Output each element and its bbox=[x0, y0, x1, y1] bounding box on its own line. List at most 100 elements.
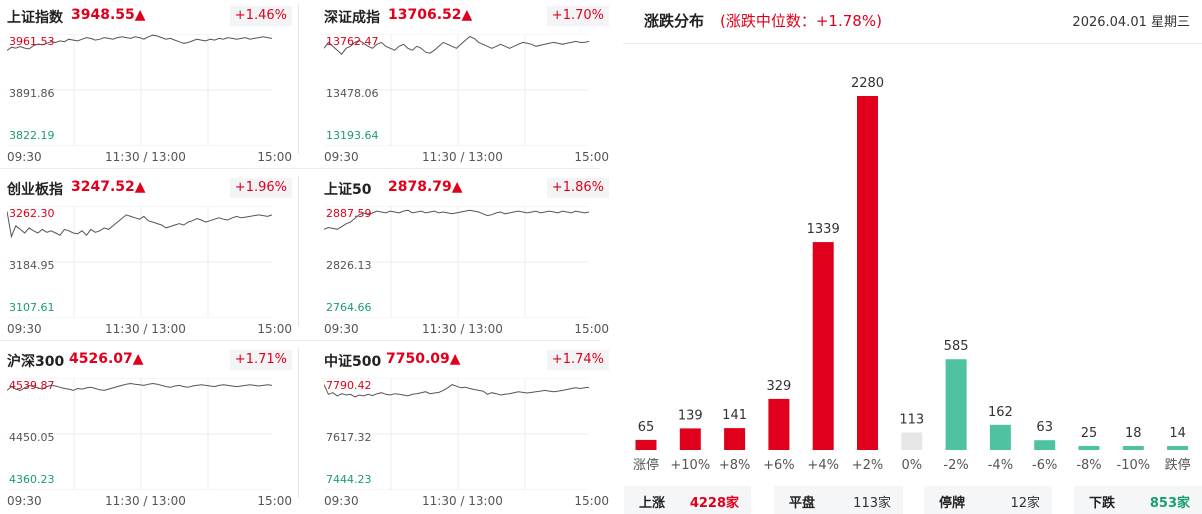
time-label-end: 15:00 bbox=[257, 150, 292, 164]
index-card-header: 深证成指 13706.52▲ +1.70% bbox=[324, 4, 609, 28]
y-axis-min-label: 3822.19 bbox=[9, 129, 55, 142]
intraday-chart: 2887.59 2826.13 2764.66 bbox=[324, 206, 609, 318]
index-change-badge: +1.70% bbox=[546, 6, 609, 26]
intraday-chart: 7790.42 7617.32 7444.23 bbox=[324, 378, 609, 490]
time-label-end: 15:00 bbox=[574, 322, 609, 336]
distribution-bar[interactable] bbox=[635, 439, 657, 450]
time-label-end: 15:00 bbox=[257, 322, 292, 336]
index-card-header: 创业板指 3247.52▲ +1.96% bbox=[7, 176, 292, 200]
time-label-start: 09:30 bbox=[7, 322, 42, 336]
bar-category-label: -2% bbox=[943, 458, 968, 473]
index-price: 3948.55▲ bbox=[71, 7, 146, 23]
distribution-bar[interactable] bbox=[1034, 440, 1056, 450]
index-card[interactable]: 创业板指 3247.52▲ +1.96% 3262.30 3184.95 310… bbox=[7, 176, 292, 346]
index-card[interactable]: 上证指数 3948.55▲ +1.46% 3961.53 3891.86 382… bbox=[7, 4, 292, 174]
y-axis-mid-label: 13478.06 bbox=[326, 87, 379, 100]
distribution-bar[interactable] bbox=[1167, 446, 1189, 450]
index-change-badge: +1.96% bbox=[229, 178, 292, 198]
distribution-bar[interactable] bbox=[724, 428, 746, 450]
index-card[interactable]: 沪深300 4526.07▲ +1.71% 4539.87 4450.05 43… bbox=[7, 348, 292, 514]
index-card[interactable]: 深证成指 13706.52▲ +1.70% 13762.47 13478.06 … bbox=[324, 4, 609, 174]
distribution-header: 涨跌分布 (涨跌中位数：+1.78%) 2026.04.01 星期三 bbox=[623, 0, 1202, 44]
bar-value-label: 25 bbox=[1081, 426, 1098, 441]
intraday-chart: 4539.87 4450.05 4360.23 bbox=[7, 378, 292, 490]
summary-down-label: 下跌 bbox=[1089, 496, 1116, 511]
distribution-bar[interactable] bbox=[1122, 446, 1144, 450]
distribution-bar[interactable] bbox=[679, 428, 701, 450]
price-line bbox=[324, 209, 590, 230]
bar-category-label: 跌停 bbox=[1165, 457, 1191, 473]
bar-category-label: 涨停 bbox=[633, 457, 659, 473]
price-line bbox=[324, 35, 590, 55]
index-price: 3247.52▲ bbox=[71, 179, 146, 195]
index-card-header: 中证500 7750.09▲ +1.74% bbox=[324, 348, 609, 372]
y-axis-min-label: 13193.64 bbox=[326, 129, 379, 142]
rise-fall-distribution: 涨跌分布 (涨跌中位数：+1.78%) 2026.04.01 星期三 65 涨停 1… bbox=[623, 0, 1202, 514]
distribution-bars-svg: 65 涨停 139 +10% 141 +8% 329 +6% 1339 +4% 2280 +2% 113… bbox=[633, 76, 1191, 473]
price-line bbox=[324, 384, 590, 398]
time-label-start: 09:30 bbox=[324, 494, 359, 508]
summary-flat: 平盘 113家 bbox=[774, 486, 903, 514]
bar-value-label: 63 bbox=[1036, 420, 1053, 435]
index-name: 中证500 bbox=[324, 354, 382, 370]
time-label-start: 09:30 bbox=[324, 322, 359, 336]
distribution-bar[interactable] bbox=[945, 359, 967, 450]
bar-value-label: 329 bbox=[766, 379, 791, 394]
bar-category-label: +2% bbox=[852, 458, 884, 473]
index-change-badge: +1.86% bbox=[546, 178, 609, 198]
index-change-badge: +1.46% bbox=[229, 6, 292, 26]
y-axis-min-label: 4360.23 bbox=[9, 473, 55, 486]
index-card-header: 沪深300 4526.07▲ +1.71% bbox=[7, 348, 292, 372]
distribution-bar[interactable] bbox=[1078, 446, 1100, 450]
bar-category-label: -6% bbox=[1032, 458, 1057, 473]
intraday-chart: 3961.53 3891.86 3822.19 bbox=[7, 34, 292, 146]
bar-category-label: +4% bbox=[807, 458, 839, 473]
price-line bbox=[7, 211, 273, 239]
index-name: 上证50 bbox=[324, 182, 372, 198]
time-axis: 09:30 11:30 / 13:00 15:00 bbox=[7, 322, 292, 336]
bar-category-label: +10% bbox=[670, 458, 710, 473]
bar-value-label: 2280 bbox=[851, 76, 884, 91]
time-label-end: 15:00 bbox=[257, 494, 292, 508]
median-change: (涨跌中位数：+1.78%) bbox=[720, 12, 882, 30]
time-label-mid: 11:30 / 13:00 bbox=[105, 150, 186, 164]
distribution-bar[interactable] bbox=[857, 96, 878, 450]
distribution-bar[interactable] bbox=[989, 424, 1011, 450]
time-label-start: 09:30 bbox=[7, 494, 42, 508]
bar-value-label: 162 bbox=[988, 405, 1013, 420]
index-card-header: 上证指数 3948.55▲ +1.46% bbox=[7, 4, 292, 28]
time-label-mid: 11:30 / 13:00 bbox=[422, 150, 503, 164]
time-axis: 09:30 11:30 / 13:00 15:00 bbox=[324, 494, 609, 508]
time-axis: 09:30 11:30 / 13:00 15:00 bbox=[324, 150, 609, 164]
index-change-badge: +1.74% bbox=[546, 350, 609, 370]
index-card[interactable]: 中证500 7750.09▲ +1.74% 7790.42 7617.32 74… bbox=[324, 348, 609, 514]
bar-category-label: +6% bbox=[763, 458, 795, 473]
summary-suspended-label: 停牌 bbox=[939, 496, 966, 511]
summary-down-value: 853家 bbox=[1149, 496, 1190, 511]
column-divider bbox=[298, 176, 299, 326]
bar-value-label: 1339 bbox=[807, 222, 840, 237]
y-axis-min-label: 7444.23 bbox=[326, 473, 372, 486]
bar-value-label: 585 bbox=[944, 339, 969, 354]
trade-date: 2026.04.01 星期三 bbox=[1072, 15, 1190, 30]
bar-value-label: 139 bbox=[678, 408, 703, 423]
y-axis-mid-label: 2826.13 bbox=[326, 259, 372, 272]
time-axis: 09:30 11:30 / 13:00 15:00 bbox=[7, 150, 292, 164]
time-axis: 09:30 11:30 / 13:00 15:00 bbox=[7, 494, 292, 508]
summary-up-label: 上涨 bbox=[639, 496, 666, 511]
index-price: 4526.07▲ bbox=[69, 351, 144, 367]
distribution-bar[interactable] bbox=[812, 242, 834, 450]
distribution-title: 涨跌分布 bbox=[644, 12, 705, 30]
distribution-bar[interactable] bbox=[768, 398, 790, 450]
bar-category-label: 0% bbox=[901, 458, 922, 473]
y-axis-mid-label: 7617.32 bbox=[326, 431, 372, 444]
row-divider bbox=[0, 168, 600, 169]
index-change-badge: +1.71% bbox=[229, 350, 292, 370]
index-card[interactable]: 上证50 2878.79▲ +1.86% 2887.59 2826.13 276… bbox=[324, 176, 609, 346]
distribution-bar[interactable] bbox=[901, 432, 923, 451]
y-axis-max-label: 13762.47 bbox=[326, 35, 379, 48]
y-axis-max-label: 3961.53 bbox=[9, 35, 55, 48]
summary-up-value: 4228家 bbox=[689, 496, 739, 511]
intraday-chart-svg bbox=[7, 206, 273, 318]
